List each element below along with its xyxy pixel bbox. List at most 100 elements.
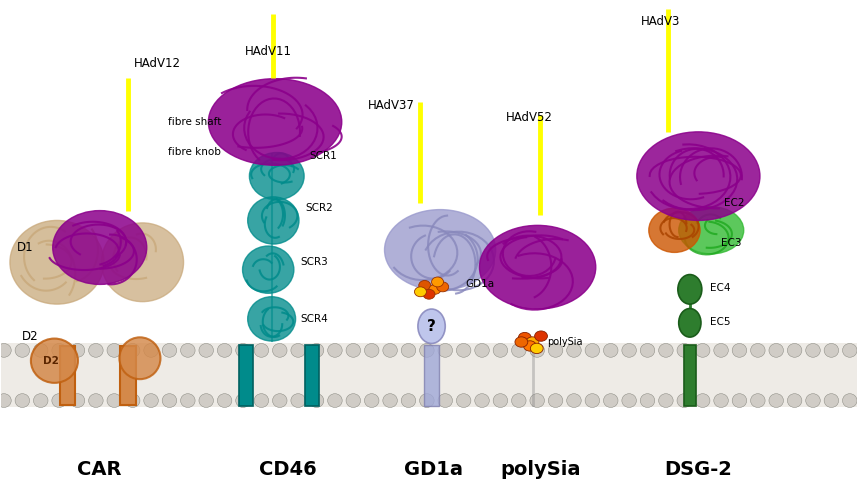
Ellipse shape	[273, 394, 287, 407]
Text: fibre shaft: fibre shaft	[168, 117, 221, 127]
FancyBboxPatch shape	[684, 346, 696, 405]
FancyBboxPatch shape	[424, 346, 439, 405]
Ellipse shape	[291, 394, 305, 407]
Ellipse shape	[383, 344, 397, 357]
Ellipse shape	[125, 394, 140, 407]
Text: CAR: CAR	[77, 460, 122, 479]
Text: EC5: EC5	[710, 317, 730, 327]
Ellipse shape	[273, 344, 287, 357]
Text: EC4: EC4	[710, 283, 730, 293]
Ellipse shape	[535, 331, 547, 341]
Ellipse shape	[659, 344, 674, 357]
Ellipse shape	[769, 394, 783, 407]
Ellipse shape	[515, 337, 528, 347]
Text: D1: D1	[17, 241, 33, 254]
Ellipse shape	[383, 394, 397, 407]
Ellipse shape	[526, 337, 539, 347]
FancyBboxPatch shape	[305, 346, 318, 405]
Text: polySia: polySia	[547, 338, 583, 347]
Ellipse shape	[788, 344, 802, 357]
Ellipse shape	[346, 344, 360, 357]
Ellipse shape	[144, 344, 159, 357]
Ellipse shape	[679, 206, 744, 254]
Ellipse shape	[419, 281, 431, 291]
Ellipse shape	[418, 309, 445, 344]
Ellipse shape	[162, 394, 177, 407]
Text: HAdV3: HAdV3	[641, 15, 680, 28]
FancyBboxPatch shape	[59, 346, 75, 405]
Ellipse shape	[180, 394, 195, 407]
Text: fibre knob: fibre knob	[168, 147, 221, 156]
Ellipse shape	[677, 344, 692, 357]
Ellipse shape	[438, 394, 452, 407]
Ellipse shape	[70, 394, 85, 407]
Ellipse shape	[637, 132, 760, 220]
Ellipse shape	[751, 344, 765, 357]
Ellipse shape	[751, 394, 765, 407]
Ellipse shape	[208, 79, 341, 165]
Ellipse shape	[518, 333, 531, 343]
Ellipse shape	[530, 344, 545, 357]
Ellipse shape	[217, 344, 232, 357]
Ellipse shape	[70, 344, 85, 357]
Ellipse shape	[51, 344, 66, 357]
Text: polySia: polySia	[500, 460, 580, 479]
Text: EC2: EC2	[724, 198, 745, 208]
Ellipse shape	[511, 394, 526, 407]
Ellipse shape	[254, 344, 269, 357]
Ellipse shape	[585, 394, 600, 407]
Ellipse shape	[384, 209, 496, 291]
Ellipse shape	[649, 208, 700, 252]
Ellipse shape	[33, 344, 48, 357]
Ellipse shape	[511, 344, 526, 357]
Ellipse shape	[346, 394, 360, 407]
Ellipse shape	[548, 344, 563, 357]
Ellipse shape	[365, 394, 379, 407]
Ellipse shape	[843, 344, 857, 357]
Ellipse shape	[162, 344, 177, 357]
Ellipse shape	[10, 220, 104, 304]
Ellipse shape	[585, 344, 600, 357]
Ellipse shape	[254, 394, 269, 407]
Ellipse shape	[825, 394, 838, 407]
Ellipse shape	[420, 344, 434, 357]
Ellipse shape	[423, 290, 435, 299]
Ellipse shape	[107, 344, 122, 357]
Ellipse shape	[622, 394, 637, 407]
FancyBboxPatch shape	[2, 344, 856, 407]
Ellipse shape	[566, 394, 581, 407]
Ellipse shape	[429, 285, 441, 294]
Ellipse shape	[119, 337, 160, 379]
Ellipse shape	[622, 344, 637, 357]
Ellipse shape	[474, 394, 489, 407]
Ellipse shape	[677, 394, 692, 407]
Ellipse shape	[714, 344, 728, 357]
Ellipse shape	[603, 344, 618, 357]
Ellipse shape	[480, 225, 595, 309]
Ellipse shape	[402, 344, 416, 357]
Ellipse shape	[530, 343, 543, 353]
Ellipse shape	[88, 344, 103, 357]
Text: SCR2: SCR2	[305, 203, 333, 213]
Ellipse shape	[493, 394, 508, 407]
Text: EC3: EC3	[722, 238, 742, 248]
Ellipse shape	[31, 339, 78, 383]
Ellipse shape	[33, 394, 48, 407]
Ellipse shape	[15, 394, 30, 407]
Ellipse shape	[530, 394, 545, 407]
Text: ?: ?	[427, 319, 436, 334]
Text: DSG-2: DSG-2	[664, 460, 733, 479]
Ellipse shape	[0, 394, 11, 407]
Ellipse shape	[825, 344, 838, 357]
Ellipse shape	[695, 344, 710, 357]
Ellipse shape	[523, 341, 536, 351]
Ellipse shape	[437, 282, 449, 292]
Text: GD1a: GD1a	[404, 460, 462, 479]
Ellipse shape	[474, 344, 489, 357]
Ellipse shape	[328, 344, 342, 357]
Text: D2: D2	[43, 356, 59, 366]
Ellipse shape	[769, 344, 783, 357]
Text: HAdV37: HAdV37	[367, 99, 414, 112]
Ellipse shape	[806, 394, 820, 407]
Ellipse shape	[52, 210, 147, 285]
